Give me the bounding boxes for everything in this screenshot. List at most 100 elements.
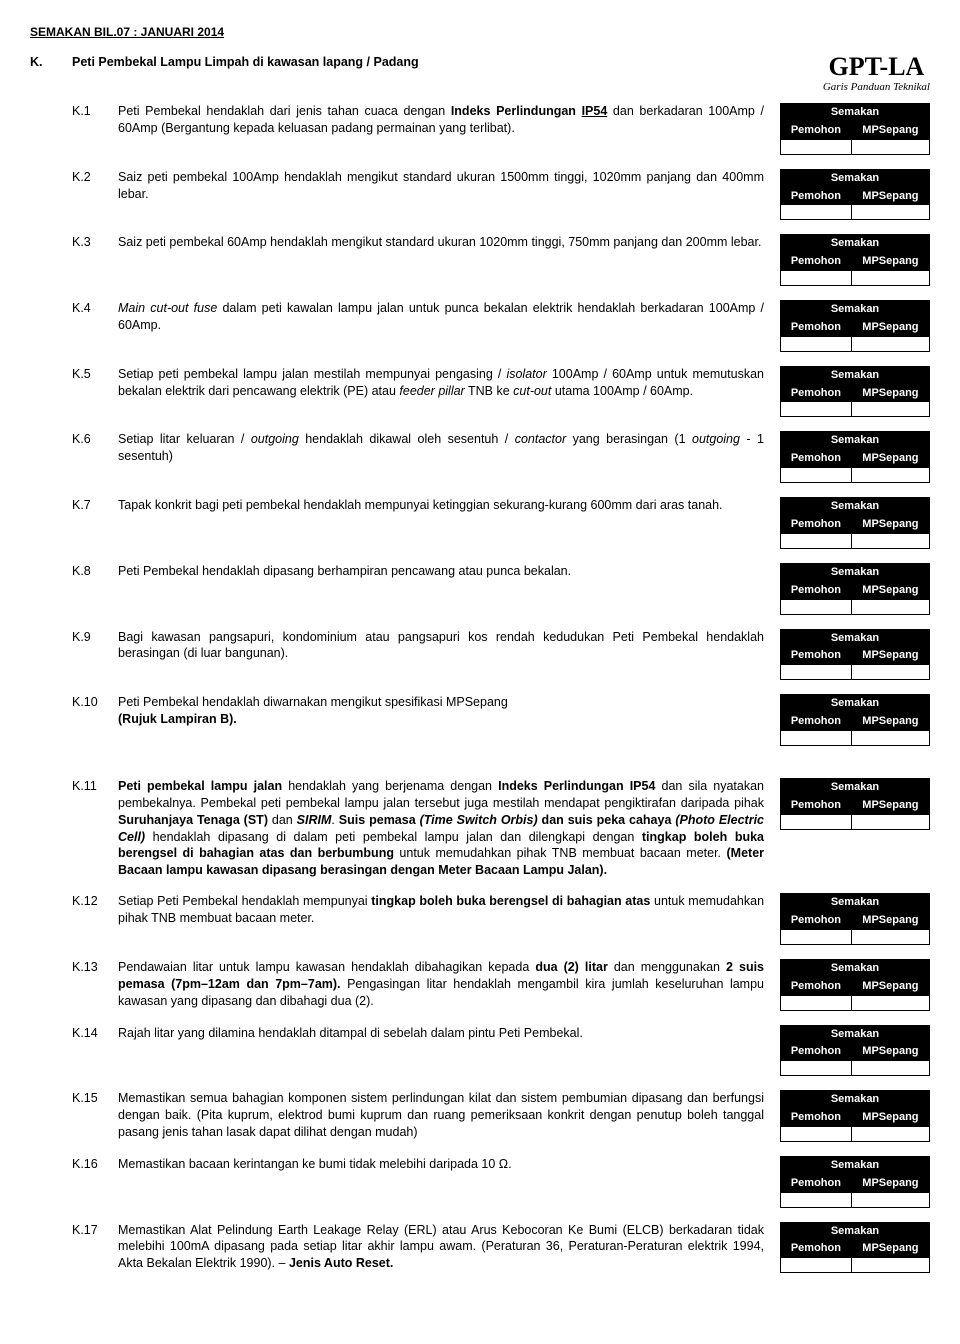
item-text: Peti Pembekal hendaklah dipasang berhamp… [118, 563, 780, 580]
item-text: Setiap Peti Pembekal hendaklah mempunyai… [118, 893, 780, 927]
item-number: K.2 [72, 169, 118, 186]
semakan-cell-mpsepang [851, 1192, 929, 1207]
semakan-title: Semakan [781, 366, 930, 384]
item-number: K.15 [72, 1090, 118, 1107]
item-number: K.4 [72, 300, 118, 317]
semakan-col2: MPSepang [851, 796, 929, 814]
semakan-col1: Pemohon [781, 253, 852, 271]
semakan-col1: Pemohon [781, 1240, 852, 1258]
item-row: K.1 Peti Pembekal hendaklah dari jenis t… [30, 103, 930, 155]
semakan-title: Semakan [781, 563, 930, 581]
semakan-cell-pemohon [781, 205, 852, 220]
semakan-cell-pemohon [781, 1061, 852, 1076]
item-row: K.7 Tapak konkrit bagi peti pembekal hen… [30, 497, 930, 549]
semakan-col2: MPSepang [851, 977, 929, 995]
item-row: K.11 Peti pembekal lampu jalan hendaklah… [30, 778, 930, 879]
semakan-cell-pemohon [781, 402, 852, 417]
item-row: K.12 Setiap Peti Pembekal hendaklah memp… [30, 893, 930, 945]
item-number: K.8 [72, 563, 118, 580]
semakan-col2: MPSepang [851, 384, 929, 402]
semakan-col2: MPSepang [851, 1240, 929, 1258]
semakan-cell-pemohon [781, 336, 852, 351]
semakan-box: Semakan PemohonMPSepang [780, 366, 930, 418]
item-row: K.17 Memastikan Alat Pelindung Earth Lea… [30, 1222, 930, 1274]
logo-sub: Garis Panduan Teknikal [823, 80, 930, 95]
semakan-cell-pemohon [781, 533, 852, 548]
section-letter: K. [30, 54, 72, 71]
semakan-box: Semakan PemohonMPSepang [780, 1222, 930, 1274]
semakan-title: Semakan [781, 169, 930, 187]
item-text: Rajah litar yang dilamina hendaklah dita… [118, 1025, 780, 1042]
semakan-col2: MPSepang [851, 1109, 929, 1127]
semakan-box: Semakan PemohonMPSepang [780, 1156, 930, 1208]
semakan-title: Semakan [781, 1156, 930, 1174]
item-number: K.6 [72, 431, 118, 448]
item-row: K.10 Peti Pembekal hendaklah diwarnakan … [30, 694, 930, 746]
semakan-col2: MPSepang [851, 1043, 929, 1061]
semakan-cell-pemohon [781, 730, 852, 745]
semakan-box: Semakan PemohonMPSepang [780, 1025, 930, 1077]
semakan-title: Semakan [781, 695, 930, 713]
item-row: K.2 Saiz peti pembekal 100Amp hendaklah … [30, 169, 930, 221]
semakan-box: Semakan PemohonMPSepang [780, 694, 930, 746]
item-number: K.13 [72, 959, 118, 976]
semakan-col2: MPSepang [851, 713, 929, 731]
item-row: K.4 Main cut-out fuse dalam peti kawalan… [30, 300, 930, 352]
semakan-title: Semakan [781, 301, 930, 319]
item-text: Tapak konkrit bagi peti pembekal hendakl… [118, 497, 780, 514]
semakan-col2: MPSepang [851, 516, 929, 534]
semakan-title: Semakan [781, 104, 930, 122]
item-text: Memastikan Alat Pelindung Earth Leakage … [118, 1222, 780, 1273]
semakan-col2: MPSepang [851, 318, 929, 336]
semakan-col1: Pemohon [781, 318, 852, 336]
semakan-col2: MPSepang [851, 912, 929, 930]
semakan-title: Semakan [781, 959, 930, 977]
semakan-col1: Pemohon [781, 450, 852, 468]
semakan-cell-pemohon [781, 1192, 852, 1207]
semakan-col2: MPSepang [851, 121, 929, 139]
semakan-title: Semakan [781, 894, 930, 912]
semakan-col1: Pemohon [781, 1109, 852, 1127]
item-row: K.6 Setiap litar keluaran / outgoing hen… [30, 431, 930, 483]
semakan-cell-mpsepang [851, 1258, 929, 1273]
item-text: Pendawaian litar untuk lampu kawasan hen… [118, 959, 780, 1010]
semakan-title: Semakan [781, 432, 930, 450]
item-text: Main cut-out fuse dalam peti kawalan lam… [118, 300, 780, 334]
item-number: K.5 [72, 366, 118, 383]
semakan-box: Semakan PemohonMPSepang [780, 497, 930, 549]
item-text: Peti Pembekal hendaklah diwarnakan mengi… [118, 694, 780, 728]
item-number: K.12 [72, 893, 118, 910]
semakan-title: Semakan [781, 235, 930, 253]
semakan-cell-mpsepang [851, 205, 929, 220]
semakan-box: Semakan PemohonMPSepang [780, 1090, 930, 1142]
semakan-cell-mpsepang [851, 929, 929, 944]
item-row: K.13 Pendawaian litar untuk lampu kawasa… [30, 959, 930, 1011]
semakan-cell-mpsepang [851, 402, 929, 417]
semakan-cell-pemohon [781, 665, 852, 680]
semakan-col2: MPSepang [851, 187, 929, 205]
doc-logo: GPT-LA Garis Panduan Teknikal [823, 54, 930, 95]
item-number: K.7 [72, 497, 118, 514]
semakan-col1: Pemohon [781, 581, 852, 599]
item-number: K.10 [72, 694, 118, 711]
semakan-cell-pemohon [781, 929, 852, 944]
semakan-col2: MPSepang [851, 647, 929, 665]
semakan-box: Semakan PemohonMPSepang [780, 959, 930, 1011]
semakan-cell-pemohon [781, 271, 852, 286]
semakan-box: Semakan PemohonMPSepang [780, 563, 930, 615]
semakan-cell-pemohon [781, 814, 852, 829]
semakan-col1: Pemohon [781, 384, 852, 402]
item-number: K.16 [72, 1156, 118, 1173]
semakan-col2: MPSepang [851, 1174, 929, 1192]
semakan-cell-mpsepang [851, 271, 929, 286]
semakan-col1: Pemohon [781, 516, 852, 534]
semakan-title: Semakan [781, 1091, 930, 1109]
semakan-col1: Pemohon [781, 796, 852, 814]
semakan-cell-mpsepang [851, 1061, 929, 1076]
semakan-cell-mpsepang [851, 599, 929, 614]
semakan-title: Semakan [781, 498, 930, 516]
item-row: K.15 Memastikan semua bahagian komponen … [30, 1090, 930, 1142]
item-text: Peti Pembekal hendaklah dari jenis tahan… [118, 103, 780, 137]
semakan-col2: MPSepang [851, 581, 929, 599]
semakan-box: Semakan PemohonMPSepang [780, 431, 930, 483]
